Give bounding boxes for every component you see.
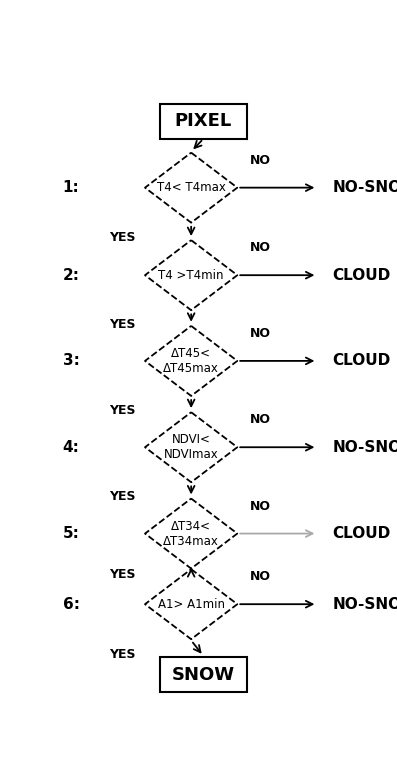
FancyBboxPatch shape (160, 103, 247, 139)
Text: NO: NO (250, 499, 271, 513)
Text: T4< T4max: T4< T4max (157, 181, 225, 194)
Text: SNOW: SNOW (172, 666, 235, 684)
Text: YES: YES (109, 231, 136, 244)
Text: CLOUD: CLOUD (333, 526, 391, 541)
Text: NO: NO (250, 413, 271, 426)
Text: PIXEL: PIXEL (175, 112, 232, 130)
Text: NO: NO (250, 154, 271, 167)
Text: NDVI<
NDVImax: NDVI< NDVImax (164, 434, 218, 461)
Text: YES: YES (109, 318, 136, 331)
Text: NO-SNOW: NO-SNOW (333, 597, 397, 612)
Text: 5:: 5: (63, 526, 80, 541)
Text: ΔT34<
ΔT34max: ΔT34< ΔT34max (163, 520, 219, 547)
Text: ΔT45<
ΔT45max: ΔT45< ΔT45max (163, 347, 219, 375)
Text: 2:: 2: (63, 267, 80, 283)
Text: YES: YES (109, 404, 136, 416)
Text: NO-SNOW: NO-SNOW (333, 440, 397, 455)
Text: CLOUD: CLOUD (333, 354, 391, 368)
Text: 1:: 1: (63, 180, 79, 195)
Text: 4:: 4: (63, 440, 80, 455)
Text: YES: YES (109, 648, 136, 661)
Text: T4 >T4min: T4 >T4min (158, 269, 224, 281)
Text: YES: YES (109, 568, 136, 582)
FancyBboxPatch shape (160, 657, 247, 692)
Text: NO-SNOW: NO-SNOW (333, 180, 397, 195)
Text: NO: NO (250, 327, 271, 340)
Text: YES: YES (109, 490, 136, 503)
Text: 6:: 6: (63, 597, 80, 612)
Text: NO: NO (250, 241, 271, 254)
Text: NO: NO (250, 570, 271, 583)
Text: CLOUD: CLOUD (333, 267, 391, 283)
Text: A1> A1min: A1> A1min (158, 597, 225, 611)
Text: 3:: 3: (63, 354, 80, 368)
